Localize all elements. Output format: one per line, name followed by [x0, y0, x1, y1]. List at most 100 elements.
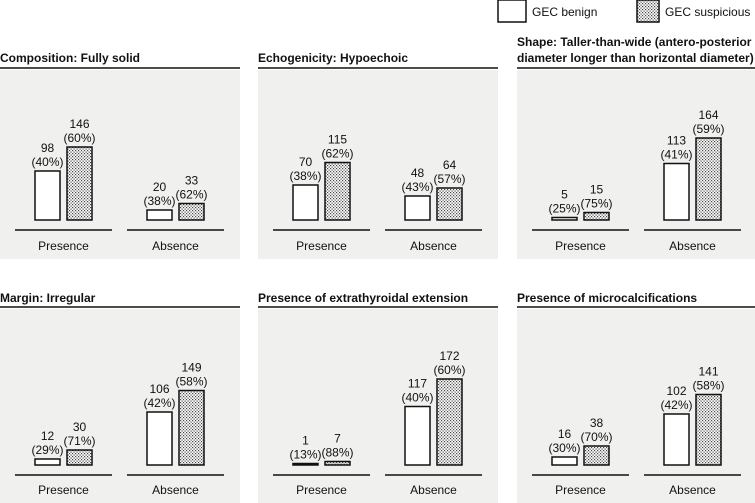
data-label-count: 141 — [698, 365, 718, 379]
category-label-absence: Absence — [152, 483, 199, 497]
data-label-percent: (60%) — [433, 363, 465, 377]
legend-swatch-benign — [497, 0, 527, 23]
category-label-absence: Absence — [410, 239, 457, 253]
panel-title: Composition: Fully solid — [0, 51, 140, 65]
category-label-presence: Presence — [38, 483, 89, 497]
data-label-percent: (13%) — [289, 448, 321, 462]
bar-benign-presence — [34, 170, 61, 221]
bar-suspicious-presence — [66, 449, 93, 466]
panel-title: Presence of microcalcifications — [517, 291, 697, 305]
data-label-percent: (41%) — [660, 148, 692, 162]
bar-suspicious-absence — [178, 389, 205, 466]
legend-label-suspicious: GEC suspicious — [665, 5, 750, 19]
data-label-percent: (59%) — [692, 122, 724, 136]
data-label-count: 64 — [443, 158, 457, 172]
data-label-percent: (38%) — [289, 169, 321, 183]
bar-benign-absence — [146, 209, 173, 221]
chart-panel-3: Shape: Taller-than-wide (antero-posterio… — [517, 35, 755, 259]
bar-benign-presence — [34, 458, 61, 466]
bar-suspicious-absence — [695, 393, 722, 466]
data-label-percent: (38%) — [143, 194, 175, 208]
data-label-count: 5 — [561, 188, 568, 202]
category-group-presence: 98(40%) 146(60%) Presence — [15, 117, 112, 253]
data-label-percent: (43%) — [401, 180, 433, 194]
bar-suspicious-presence — [66, 146, 93, 221]
panel-background — [0, 70, 240, 259]
panel-title: diameter longer than horizontal diameter… — [517, 51, 754, 65]
legend: GEC benign GEC suspicious — [497, 0, 750, 23]
data-label-count: 102 — [666, 384, 686, 398]
data-label-count: 98 — [41, 141, 55, 155]
bar-benign-absence — [146, 411, 173, 466]
data-label-percent: (30%) — [548, 441, 580, 455]
data-label-count: 7 — [334, 432, 341, 446]
data-label-count: 16 — [558, 427, 572, 441]
bar-benign-presence — [551, 456, 578, 466]
data-label-count: 30 — [73, 420, 87, 434]
bar-benign-absence — [663, 162, 690, 221]
category-label-absence: Absence — [410, 483, 457, 497]
data-label-count: 70 — [299, 155, 313, 169]
data-label-count: 117 — [408, 377, 427, 391]
bar-benign-presence — [551, 216, 578, 221]
data-label-count: 172 — [439, 349, 459, 363]
data-label-count: 164 — [698, 108, 718, 122]
panel-background — [258, 70, 498, 259]
data-label-percent: (62%) — [321, 147, 353, 161]
category-group-absence: 113(41%) 164(59%) Absence — [644, 108, 741, 253]
category-label-absence: Absence — [669, 239, 716, 253]
chart-panel-6: Presence of microcalcifications 16(30%) 38… — [517, 291, 755, 503]
data-label-count: 12 — [41, 429, 55, 443]
bar-suspicious-absence — [695, 137, 722, 221]
bar-suspicious-absence — [178, 202, 205, 221]
data-label-percent: (42%) — [143, 396, 175, 410]
panel-title: Echogenicity: Hypoechoic — [258, 51, 408, 65]
data-label-count: 115 — [328, 133, 347, 147]
bar-suspicious-presence — [583, 211, 610, 221]
chart-panel-4: Margin: Irregular12(29%)30(71%)Presence1… — [0, 291, 240, 503]
data-label-count: 146 — [69, 117, 89, 131]
category-group-presence: 5(25%) 15(75%) Presence — [532, 183, 629, 253]
bar-suspicious-presence — [583, 445, 610, 466]
bar-suspicious-absence — [436, 378, 463, 466]
panel-title: Shape: Taller-than-wide (antero-posterio… — [517, 35, 752, 49]
data-label-percent: (25%) — [548, 202, 580, 216]
bar-benign-presence — [292, 462, 319, 466]
category-label-presence: Presence — [38, 239, 89, 253]
data-label-percent: (29%) — [31, 443, 63, 457]
data-label-count: 106 — [149, 382, 169, 396]
data-label-percent: (71%) — [63, 434, 95, 448]
bar-benign-presence — [292, 184, 319, 221]
category-label-presence: Presence — [555, 239, 606, 253]
category-group-absence: 106(42%) 149(58%) Absence — [127, 361, 224, 497]
data-label-count: 113 — [667, 134, 686, 148]
category-label-presence: Presence — [296, 239, 347, 253]
chart-panel-1: Composition: Fully solid 98(40%) 146(60%) P… — [0, 51, 240, 259]
category-label-absence: Absence — [669, 483, 716, 497]
data-label-count: 33 — [185, 174, 199, 188]
category-group-presence: 70(38%) 115(62%) Presence — [273, 133, 370, 253]
bar-suspicious-presence — [324, 460, 351, 466]
category-label-absence: Absence — [152, 239, 199, 253]
bar-benign-absence — [663, 413, 690, 466]
data-label-percent: (42%) — [660, 398, 692, 412]
category-group-presence: 16(30%) 38(70%) Presence — [532, 416, 629, 497]
category-group-absence: 117(40%) 172(60%) Absence — [385, 349, 482, 497]
chart-panel-5: Presence of extrathyroidal extension 1(13… — [258, 291, 498, 503]
data-label-percent: (70%) — [580, 430, 612, 444]
data-label-percent: (58%) — [692, 379, 724, 393]
bar-benign-absence — [404, 405, 431, 466]
data-label-percent: (40%) — [401, 391, 433, 405]
bar-suspicious-absence — [436, 187, 463, 221]
bar-benign-absence — [404, 195, 431, 221]
category-group-presence: 12(29%) 30(71%) Presence — [15, 420, 112, 497]
chart-panel-2: Echogenicity: Hypoechoic 70(38%) 115(62%) P… — [258, 51, 498, 259]
legend-swatch-suspicious — [636, 0, 660, 23]
data-label-percent: (62%) — [175, 188, 207, 202]
category-group-absence: 20(38%) 33(62%) Absence — [127, 174, 224, 253]
data-label-percent: (88%) — [321, 446, 353, 460]
data-label-count: 20 — [153, 180, 167, 194]
data-label-percent: (75%) — [580, 197, 612, 211]
chart-panels: Composition: Fully solid98(40%)146(60%)P… — [0, 35, 755, 503]
